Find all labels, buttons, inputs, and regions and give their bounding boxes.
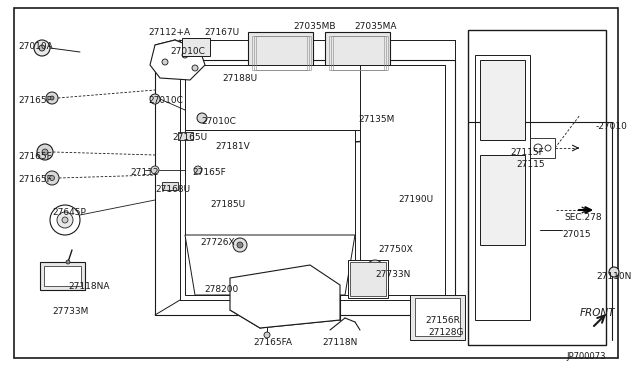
Text: 27181V: 27181V [215,142,250,151]
Bar [162,182,178,190]
Text: 27118N: 27118N [322,338,357,347]
Bar [256,36,311,70]
Circle shape [46,92,58,104]
Circle shape [39,45,45,51]
Bar [331,36,386,70]
Text: 27733M: 27733M [52,307,88,316]
Text: 27165F: 27165F [18,152,52,161]
Text: 27733N: 27733N [375,270,410,279]
Circle shape [42,149,48,155]
Circle shape [34,40,50,56]
Circle shape [37,144,53,160]
Text: 27115: 27115 [516,160,545,169]
Text: 27750X: 27750X [378,245,413,254]
Text: 27165F: 27165F [192,168,226,177]
Text: 27168U: 27168U [155,185,190,194]
Bar [410,295,465,340]
Bar [480,60,525,140]
Circle shape [66,260,70,264]
Text: 27112+A: 27112+A [148,28,190,37]
Circle shape [287,138,293,144]
Bar [475,55,530,320]
Bar [468,30,606,345]
Text: 27128G: 27128G [428,328,463,337]
Text: 27118NA: 27118NA [68,282,109,291]
Text: 27645P: 27645P [52,208,86,217]
Circle shape [545,145,551,151]
Circle shape [534,144,542,152]
Circle shape [367,260,383,276]
Bar [530,138,555,158]
Bar [44,266,81,286]
Bar [333,36,388,70]
Polygon shape [360,65,445,295]
Text: 27010C: 27010C [148,96,183,105]
Circle shape [57,212,73,228]
Circle shape [62,217,68,223]
Circle shape [264,332,270,338]
Bar [325,32,390,74]
Text: 27726X: 27726X [200,238,235,247]
Bar [252,36,307,70]
Bar [348,260,388,298]
Text: 27035MB: 27035MB [293,22,335,31]
Text: 27010A: 27010A [18,42,52,51]
Text: 27135M: 27135M [358,115,394,124]
Circle shape [609,267,619,277]
Text: 27188U: 27188U [222,74,257,83]
Circle shape [197,113,207,123]
Text: 27112: 27112 [130,168,159,177]
Circle shape [150,94,160,104]
Bar [40,262,85,290]
Polygon shape [185,130,355,295]
Text: 27165U: 27165U [172,133,207,142]
Bar [178,132,193,140]
Text: 27010C: 27010C [170,47,205,56]
Bar [248,32,313,74]
Text: 27110N: 27110N [596,272,632,281]
Bar [350,262,386,296]
Circle shape [237,242,243,248]
Text: 27165FA: 27165FA [253,338,292,347]
Circle shape [162,59,168,65]
Polygon shape [185,235,355,295]
Circle shape [192,65,198,71]
Circle shape [49,176,54,180]
Text: 278200: 278200 [204,285,238,294]
Bar [254,36,309,70]
Bar [182,38,210,56]
Text: 27165F: 27165F [18,175,52,184]
Circle shape [372,265,378,271]
Circle shape [194,166,202,174]
Text: 27115F: 27115F [510,148,544,157]
Circle shape [50,96,54,100]
Polygon shape [230,265,340,328]
Text: FRONT: FRONT [580,308,616,318]
Polygon shape [185,65,445,130]
Text: 27167U: 27167U [204,28,239,37]
Circle shape [182,52,188,58]
Text: 27010C: 27010C [201,117,236,126]
Circle shape [233,238,247,252]
Text: 27156R: 27156R [425,316,460,325]
Text: 27165F: 27165F [18,96,52,105]
Circle shape [50,205,80,235]
Text: 27185U: 27185U [210,200,245,209]
Polygon shape [150,40,205,80]
Text: 27190U: 27190U [398,195,433,204]
Text: JP700073: JP700073 [566,352,605,361]
Bar [155,60,455,315]
Bar [415,298,460,336]
Circle shape [45,171,59,185]
Text: 27035MA: 27035MA [354,22,397,31]
Text: 27015: 27015 [562,230,591,239]
Text: -27010: -27010 [596,122,628,131]
Bar [329,36,384,70]
Bar [480,155,525,245]
Circle shape [151,166,159,174]
Text: SEC.278: SEC.278 [564,213,602,222]
